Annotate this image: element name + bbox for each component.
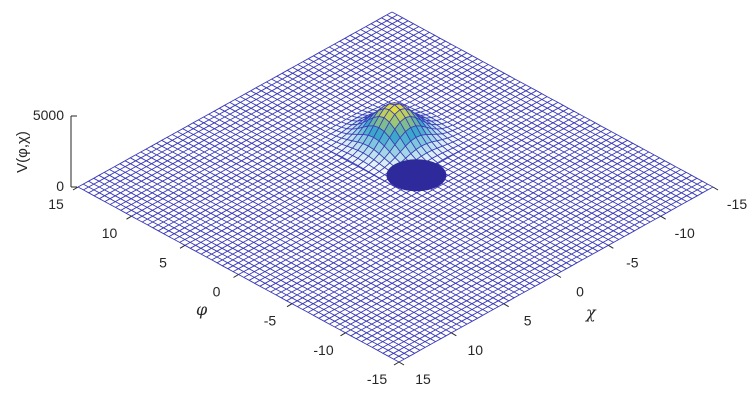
phi-tick [340,332,346,337]
mesh-line-phi [329,148,644,325]
mesh-line-phi [206,81,521,258]
chi-tick [660,215,666,220]
mesh-line-phi [200,78,516,255]
mesh-line-phi [88,17,403,194]
mesh-line-phi [179,67,494,243]
mesh-line-phi [265,113,580,290]
mesh-line-phi [334,151,650,328]
mesh-line-phi [366,169,682,345]
mesh-line-phi [382,177,698,354]
mesh-line-phi [361,166,676,342]
chi-tick [608,244,614,249]
mesh-line-phi [393,183,708,360]
mesh-line-phi [297,131,612,307]
mesh-line-phi [83,14,398,191]
mesh-line-phi [291,128,607,305]
mesh-line-phi [190,72,505,249]
z-tick-label-5000: 5000 [33,107,64,123]
mesh-line-phi [184,69,500,246]
chi-tick-label: 5 [524,313,532,329]
mesh-line-phi [350,160,666,337]
mesh-line-phi [286,125,601,302]
mesh-line-phi [345,157,660,334]
phi-tick-label: -15 [367,371,387,387]
mesh-line-phi [318,142,634,319]
chi-tick [451,332,457,337]
minimum-marker [386,159,447,192]
mesh-line-phi [125,37,441,214]
phi-tick [179,244,186,249]
mesh-line-phi [377,174,692,351]
surface-peak [309,93,481,188]
phi-tick-label: 10 [102,225,118,241]
mesh-line-phi [259,110,575,287]
mesh-line-phi [339,154,655,331]
mesh-line-phi [93,20,409,197]
phi-tick [233,274,239,278]
mesh-line-phi [77,11,393,188]
mesh-line-phi [388,180,703,357]
phi-tick [72,186,79,191]
mesh-line-phi [131,40,446,217]
mesh-line-phi [270,116,585,293]
phi-tick-label: -10 [313,342,333,358]
mesh-line-phi [141,46,457,223]
chi-tick-label: 10 [468,342,484,358]
chi-tick [503,303,509,308]
chi-axis-label: χ [585,303,597,322]
phi-tick-label: 5 [159,254,167,270]
mesh-line-phi [104,26,420,202]
mesh-line-phi [313,139,628,316]
phi-tick [126,215,132,220]
chi-tick-label: 15 [415,371,431,387]
phi-axis-label: φ [196,300,208,319]
chi-tick-label: 0 [576,284,584,300]
chi-tick [555,274,562,278]
mesh-line-phi [211,84,527,261]
mesh-line-phi [195,75,510,252]
mesh-line-phi [355,163,671,340]
chi-axis: -15 -10 -5 0 5 10 15 [398,186,747,387]
phi-tick-label: 0 [213,284,221,300]
mesh-line-phi [248,104,564,281]
mesh-line-phi [275,119,591,296]
surface-mesh [77,11,714,363]
mesh-line-phi [243,102,559,278]
mesh-line-phi [115,32,430,208]
z-tick-label-0: 0 [56,178,64,194]
chi-tick-label: -15 [727,196,747,212]
mesh-line-phi [302,134,617,310]
mesh-line-phi [323,145,639,322]
chi-tick-label: -5 [626,254,639,270]
mesh-line-phi [372,172,687,348]
mesh-line-phi [307,137,623,313]
mesh-line-phi [109,29,425,205]
mesh-line-phi [147,49,462,226]
phi-tick [286,303,293,308]
mesh-line-phi [99,23,414,200]
phi-axis: -15 -10 -5 0 5 10 15 [48,186,400,387]
chi-tick-label: -10 [675,225,695,241]
phi-tick-label: -5 [264,313,277,329]
phi-tick-label: 15 [48,196,64,212]
mesh-line-phi [120,34,436,211]
z-axis: 5000 0 V(φ,χ) [14,107,77,194]
phi-tick [393,361,400,366]
mesh-line-phi [254,107,569,284]
z-axis-label: V(φ,χ) [14,131,31,173]
chi-tick [398,361,405,366]
mesh-line-phi [136,43,452,220]
mesh-line-phi [281,122,596,299]
chi-tick [712,186,719,191]
